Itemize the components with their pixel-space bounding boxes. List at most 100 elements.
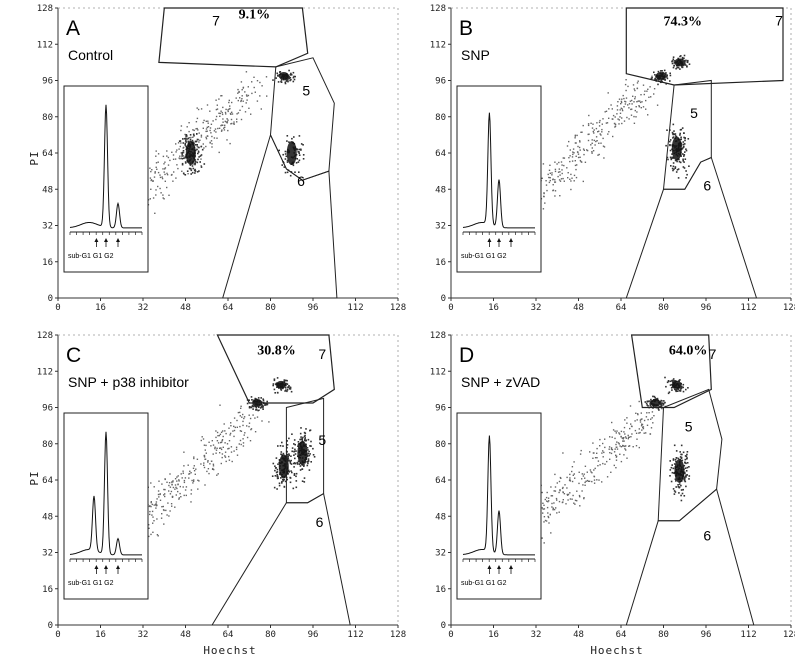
scatter-point bbox=[598, 125, 601, 127]
scatter-point bbox=[271, 475, 274, 477]
scatter-point bbox=[215, 436, 217, 439]
scatter-point bbox=[599, 464, 601, 466]
scatter-point bbox=[153, 486, 155, 488]
scatter-point bbox=[242, 413, 244, 416]
scatter-point bbox=[196, 145, 198, 148]
scatter-point bbox=[280, 79, 283, 81]
scatter-point bbox=[664, 78, 666, 80]
scatter-point bbox=[205, 452, 207, 454]
gate-region-6 bbox=[211, 492, 351, 626]
scatter-point bbox=[279, 71, 281, 73]
scatter-point bbox=[224, 120, 226, 123]
scatter-point bbox=[240, 99, 242, 102]
scatter-point bbox=[215, 131, 217, 133]
scatter-point bbox=[290, 78, 292, 81]
scatter-point bbox=[295, 162, 298, 164]
scatter-point bbox=[574, 142, 577, 144]
y-tick-label: 64 bbox=[435, 149, 446, 159]
scatter-point bbox=[646, 412, 648, 414]
scatter-point bbox=[624, 419, 626, 421]
scatter-point bbox=[295, 450, 297, 452]
scatter-point bbox=[237, 99, 239, 102]
scatter-point bbox=[614, 437, 616, 440]
scatter-point bbox=[630, 425, 633, 427]
scatter-point bbox=[562, 177, 564, 180]
scatter-point bbox=[688, 466, 690, 468]
scatter-point bbox=[245, 102, 247, 104]
scatter-point bbox=[264, 403, 266, 405]
scatter-point bbox=[621, 108, 623, 110]
scatter-point bbox=[674, 459, 677, 461]
scatter-point bbox=[574, 137, 576, 139]
scatter-point bbox=[569, 479, 571, 481]
scatter-point bbox=[244, 432, 246, 434]
scatter-point bbox=[591, 142, 593, 144]
scatter-point bbox=[194, 172, 196, 174]
scatter-point bbox=[283, 166, 286, 168]
scatter-point bbox=[560, 178, 563, 180]
scatter-point bbox=[149, 513, 151, 516]
condition-label: SNP + p38 inhibitor bbox=[68, 374, 189, 390]
scatter-point bbox=[150, 501, 152, 503]
scatter-point bbox=[184, 161, 187, 163]
scatter-point bbox=[223, 129, 226, 131]
scatter-point bbox=[221, 111, 223, 114]
scatter-point bbox=[207, 120, 209, 122]
scatter-point bbox=[572, 474, 574, 476]
panel-a: 0016163232484864648080969611211212812875… bbox=[37, 4, 406, 313]
scatter-point bbox=[628, 103, 631, 105]
scatter-point bbox=[558, 511, 560, 513]
scatter-point bbox=[619, 445, 621, 447]
scatter-point bbox=[669, 144, 671, 146]
scatter-point bbox=[622, 438, 624, 440]
scatter-point bbox=[682, 160, 684, 162]
scatter-point bbox=[554, 486, 557, 488]
scatter-point bbox=[681, 459, 684, 462]
scatter-point bbox=[582, 124, 584, 127]
scatter-point bbox=[217, 435, 219, 437]
scatter-point bbox=[225, 460, 227, 463]
scatter-point bbox=[150, 179, 152, 182]
scatter-point bbox=[226, 118, 228, 120]
scatter-point bbox=[651, 77, 653, 79]
scatter-point bbox=[163, 488, 165, 491]
scatter-point bbox=[233, 121, 235, 123]
scatter-point bbox=[676, 390, 679, 392]
scatter-point bbox=[673, 493, 676, 495]
scatter-point bbox=[574, 164, 577, 167]
scatter-point bbox=[595, 136, 598, 138]
scatter-point bbox=[682, 383, 685, 386]
scatter-point bbox=[683, 59, 686, 62]
scatter-point bbox=[155, 162, 158, 164]
scatter-point bbox=[636, 82, 639, 84]
scatter-point bbox=[289, 476, 291, 479]
scatter-point bbox=[277, 74, 279, 77]
scatter-point bbox=[248, 406, 251, 409]
scatter-point bbox=[551, 502, 553, 505]
scatter-point bbox=[157, 161, 159, 163]
scatter-point bbox=[634, 89, 636, 92]
scatter-point bbox=[156, 168, 158, 170]
scatter-point bbox=[562, 499, 564, 501]
scatter-point bbox=[670, 480, 673, 483]
scatter-point bbox=[251, 405, 254, 408]
scatter-point bbox=[636, 111, 638, 113]
scatter-point bbox=[182, 142, 185, 144]
scatter-point bbox=[290, 73, 292, 76]
scatter-point bbox=[214, 446, 216, 448]
scatter-point bbox=[688, 475, 691, 477]
scatter-point bbox=[312, 454, 315, 456]
scatter-point bbox=[197, 138, 199, 141]
scatter-point bbox=[593, 129, 595, 131]
scatter-point bbox=[606, 122, 609, 124]
scatter-point bbox=[302, 436, 304, 439]
scatter-point bbox=[195, 468, 197, 470]
scatter-point bbox=[196, 144, 198, 146]
scatter-point bbox=[292, 164, 295, 167]
scatter-point bbox=[678, 492, 680, 494]
scatter-point bbox=[219, 452, 221, 454]
scatter-point bbox=[197, 479, 199, 481]
scatter-point bbox=[587, 123, 590, 125]
scatter-point bbox=[553, 502, 555, 504]
scatter-point bbox=[287, 79, 289, 81]
